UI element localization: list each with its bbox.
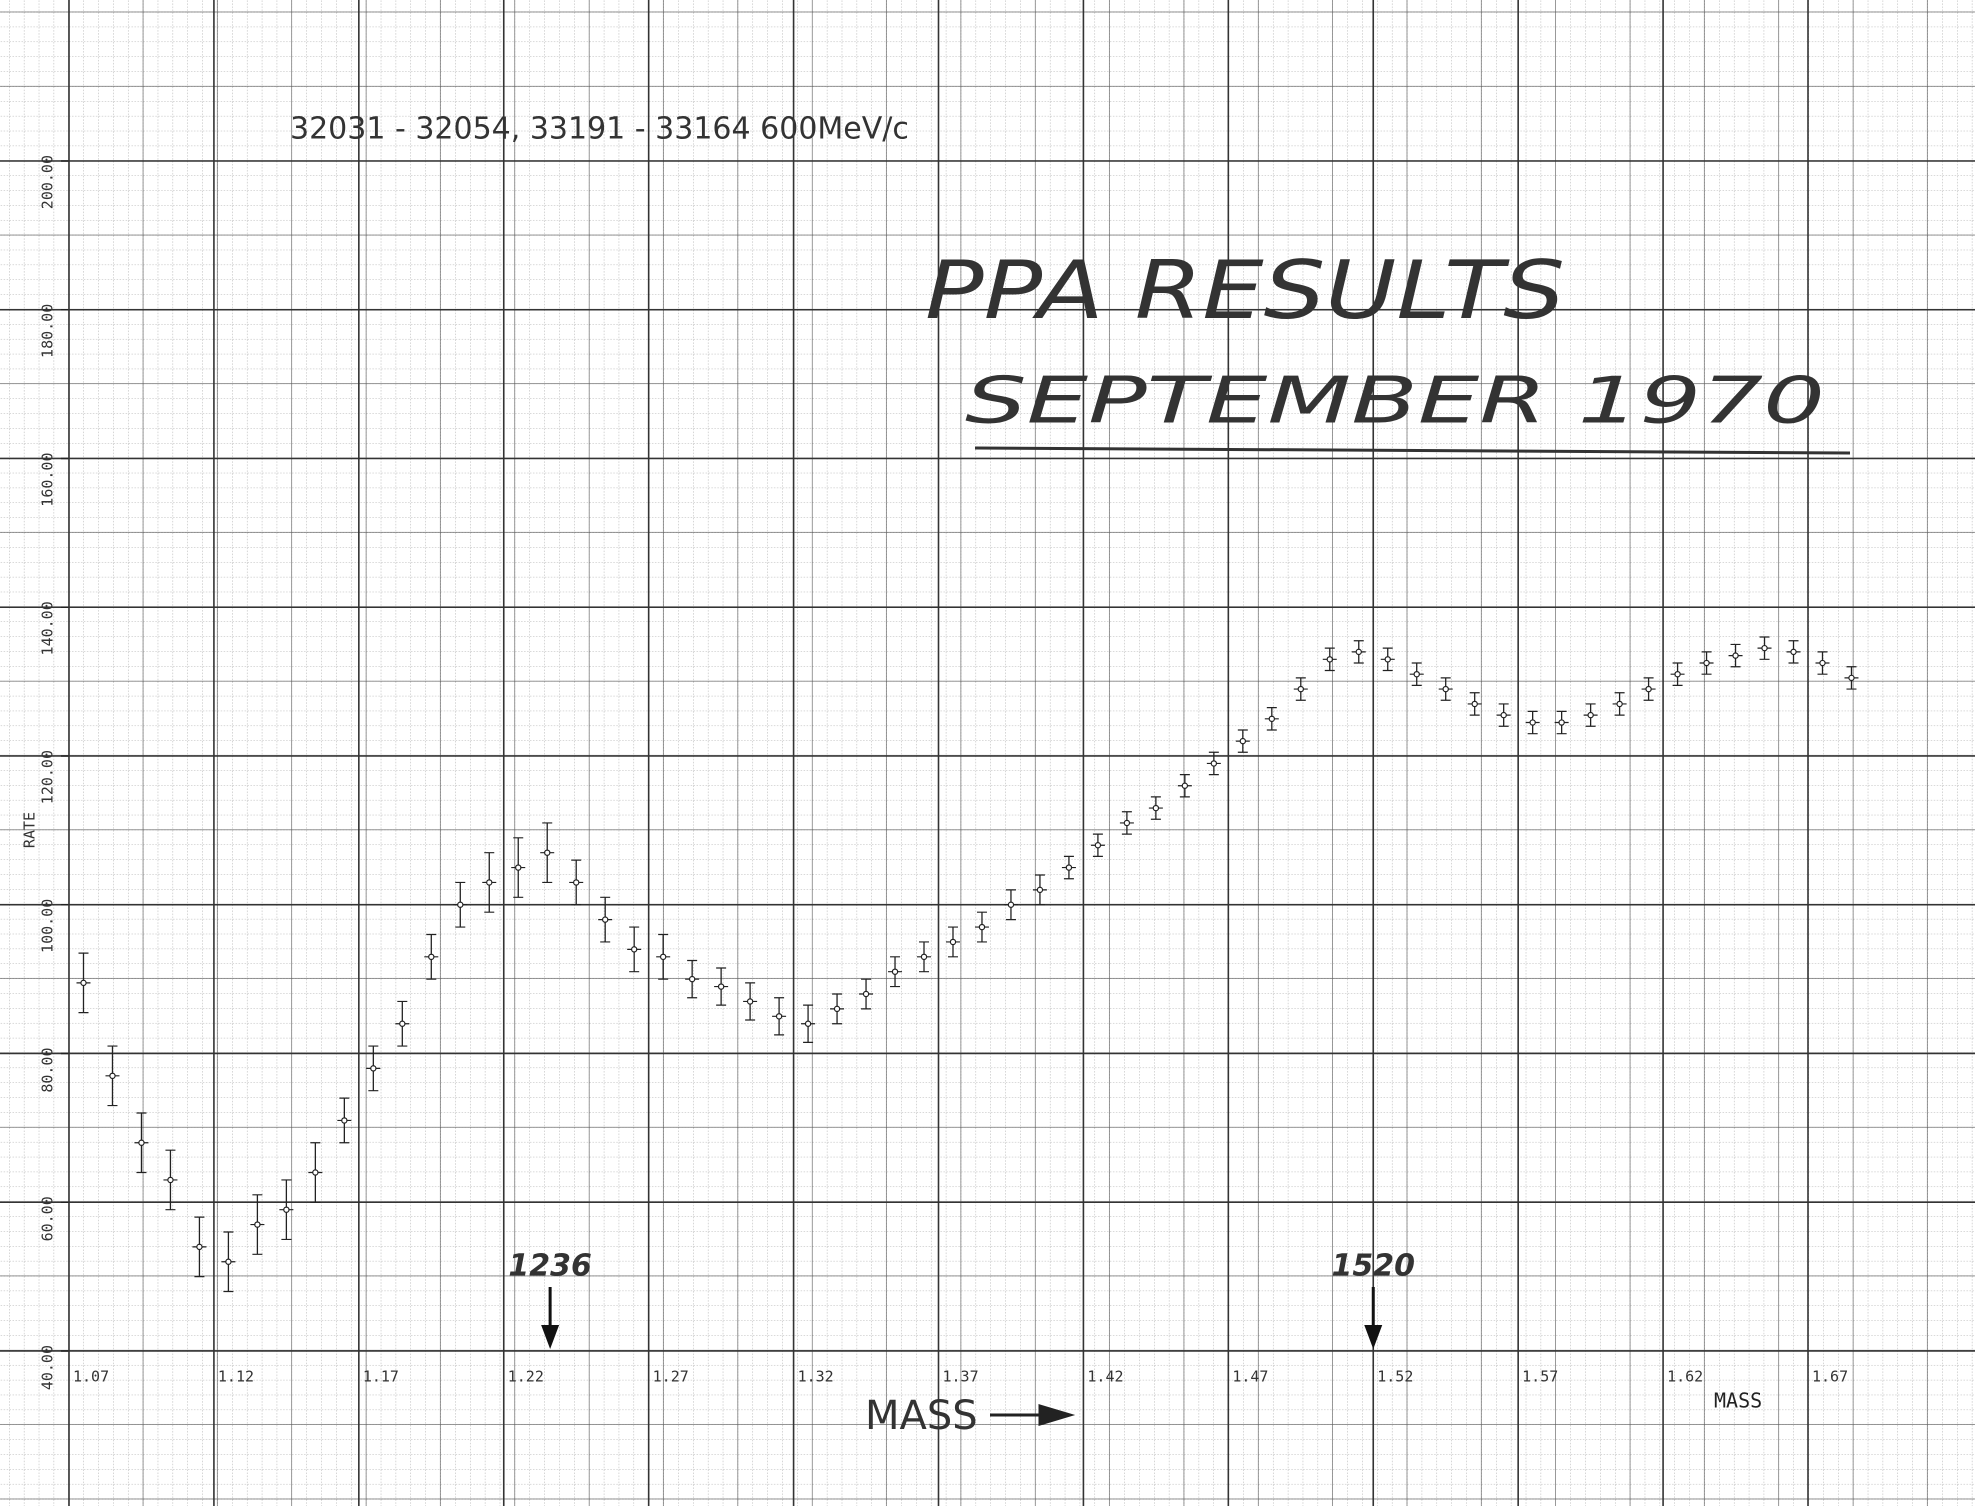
data-point [1529,719,1536,726]
chart-subtitle: SEPTEMBER 1970 [965,365,1825,439]
x-tick-label: 1.47 [1232,1368,1268,1386]
data-point [920,953,928,961]
data-point [457,901,464,908]
data-point [1007,901,1015,908]
data-point [1500,711,1507,719]
x-tick-label: 1.32 [798,1368,834,1386]
data-point [833,1005,841,1013]
data-point [1848,674,1855,682]
data-point [544,849,551,856]
x-tick-label: 1.52 [1377,1368,1413,1386]
data-point [775,1013,783,1020]
data-point [804,1020,812,1027]
header: 32031 - 32054, 33191 - 33164 600MeV/c [290,112,909,147]
data-point [1123,819,1131,827]
data-point [1384,656,1391,663]
data-point [573,879,580,886]
x-tick-label: 1.62 [1667,1368,1703,1386]
data-point [1674,670,1681,678]
annotation: 1520 [1332,1249,1416,1284]
y-tick-label: 160.00 [39,453,57,507]
data-point [225,1258,232,1265]
data-point [80,979,87,987]
x-tick-label: 1.27 [653,1368,689,1386]
x-tick-label: 1.07 [73,1368,109,1386]
annotation-arrowhead [541,1325,560,1349]
data-point [1326,656,1333,663]
data-point [196,1243,203,1251]
data-point [717,983,725,990]
data-point [1065,864,1073,871]
data-point [1761,644,1768,652]
data-point [949,938,957,946]
x-axis-label: MASS [865,1393,978,1439]
chart-title: PPA RESULTS [925,244,1565,337]
x-tick-label: 1.57 [1522,1368,1558,1386]
annotation: 1236 [508,1249,592,1284]
data-point [167,1176,174,1184]
data-point [1819,659,1826,667]
data-point [486,879,493,886]
data-point [254,1221,261,1228]
data-point [1703,659,1710,667]
data-point [630,946,638,953]
data-point [1181,782,1189,789]
data-point [109,1072,116,1080]
data-point [1297,685,1304,693]
data-point [1558,719,1565,726]
data-point [1413,670,1420,678]
data-point [601,916,609,923]
x-tick-label: 1.37 [943,1368,979,1386]
x-tick-label: 1.22 [508,1368,544,1386]
data-point [1210,760,1218,767]
data-point [1471,700,1478,708]
data-point [688,975,696,983]
y-axis-label: RATE [21,812,39,848]
data-point [1732,652,1739,659]
data-point [341,1117,348,1124]
x-tick-label: 1.12 [218,1368,254,1386]
y-tick-label: 40.00 [39,1345,57,1390]
y-tick-label: 80.00 [39,1048,57,1093]
data-point [1616,700,1623,708]
x-label-arrow [990,1403,1076,1427]
data-point [283,1206,290,1213]
data-point [312,1169,319,1176]
y-tick-label: 60.00 [39,1196,57,1241]
x-axis-label-small: MASS [1714,1389,1762,1413]
y-tick-label: 180.00 [39,304,57,358]
y-tick-label: 200.00 [39,155,57,209]
annotation-arrowhead [1364,1325,1383,1349]
data-point [1355,648,1362,656]
data-point [1790,648,1797,656]
data-point [1094,842,1102,849]
data-point [1036,886,1044,894]
x-tick-label: 1.42 [1087,1368,1123,1386]
x-tick-label: 1.17 [363,1368,399,1386]
x-tick-label: 1.67 [1812,1368,1848,1386]
data-point [1239,737,1247,745]
data-point [1442,685,1449,693]
data-point [891,968,899,975]
underline [974,446,1851,455]
data-point [515,864,522,871]
data-point [370,1065,377,1072]
data-point [978,923,986,931]
data-point [1587,711,1594,719]
y-tick-label: 140.00 [39,601,57,655]
data-point [746,998,754,1005]
y-tick-label: 100.00 [39,899,57,953]
data-point [1645,685,1652,693]
data-point [1152,804,1160,812]
data-point [399,1020,406,1027]
data-point [659,953,667,961]
y-tick-label: 120.00 [39,750,57,804]
data-point [1268,715,1276,723]
data-point [428,953,435,961]
data-point [138,1139,145,1146]
data-point [862,990,870,998]
